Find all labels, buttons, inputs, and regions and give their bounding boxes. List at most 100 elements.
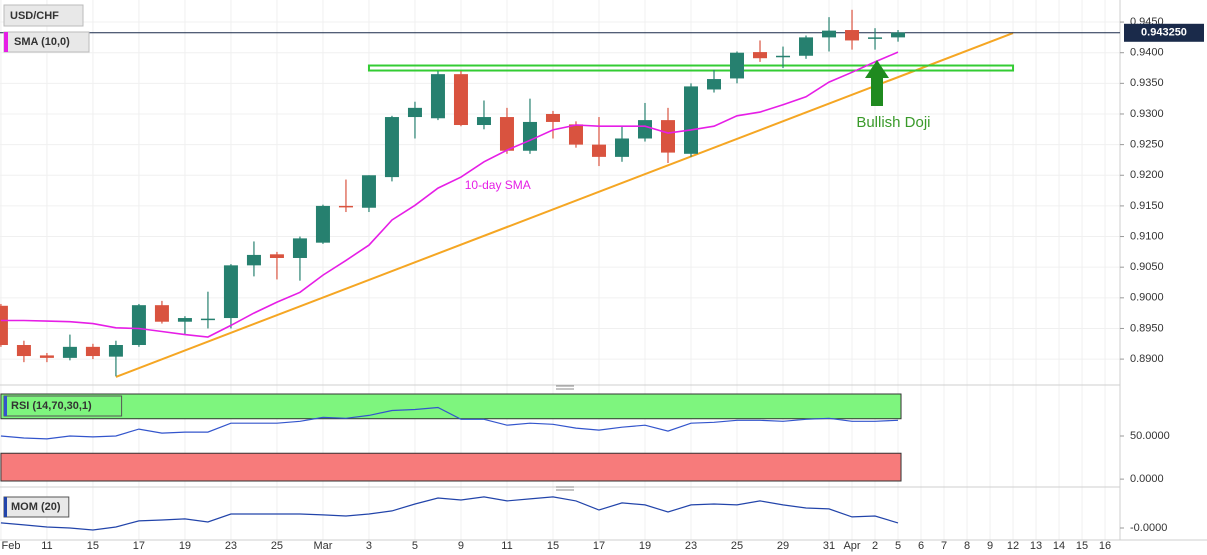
indicator-title: MOM (20) xyxy=(11,501,61,513)
candle-body xyxy=(891,32,906,38)
x-tick-label: 11 xyxy=(501,540,512,552)
legend: USD/CHF SMA (10,0) xyxy=(3,4,90,53)
candle-body xyxy=(868,37,883,39)
x-tick-label: 15 xyxy=(1076,540,1088,552)
y-tick-label: 0.9400 xyxy=(1130,47,1164,59)
legend-entry: SMA (10,0) xyxy=(14,36,70,48)
candle-body xyxy=(568,124,583,145)
candle-body xyxy=(707,79,722,90)
candle-body xyxy=(430,74,445,119)
candle-body xyxy=(684,86,699,154)
y-tick-label: 0.9000 xyxy=(1130,292,1164,304)
legend-box xyxy=(3,4,84,27)
x-tick-label: 15 xyxy=(547,540,559,552)
x-tick-label: 12 xyxy=(1007,540,1019,552)
x-tick-label: 19 xyxy=(639,540,651,552)
resistance-zone xyxy=(367,64,1015,72)
candle-body xyxy=(499,117,514,151)
trendline xyxy=(115,32,1014,378)
y-tick-label: -0.0000 xyxy=(1130,522,1167,534)
x-tick-label: Mar xyxy=(313,540,332,552)
x-tick-label: 9 xyxy=(458,540,464,552)
x-tick-label: 14 xyxy=(1053,540,1065,552)
candle-body xyxy=(545,113,560,122)
candle-body xyxy=(62,346,77,358)
indicator-swatch xyxy=(4,396,7,416)
candle-body xyxy=(637,120,652,139)
candle-body xyxy=(591,144,606,157)
x-tick-label: 19 xyxy=(179,540,191,552)
candle-body xyxy=(660,120,675,153)
x-tick-label: 2 xyxy=(872,540,878,552)
x-tick-label: 17 xyxy=(593,540,605,552)
x-tick-label: 3 xyxy=(366,540,372,552)
y-tick-label: 0.9250 xyxy=(1130,139,1164,151)
candle-body xyxy=(246,254,261,266)
legend-swatch xyxy=(4,32,8,52)
x-tick-label: 25 xyxy=(731,540,743,552)
candle-body xyxy=(154,305,169,322)
last-price-box xyxy=(1124,23,1204,42)
x-tick-label: 29 xyxy=(777,540,789,552)
candle-body xyxy=(292,238,307,258)
y-tick-label: 0.9200 xyxy=(1130,169,1164,181)
candle-body xyxy=(476,117,491,126)
y-tick-label: 0.0000 xyxy=(1130,473,1164,485)
indicator-line xyxy=(0,406,899,440)
x-tick-label: 31 xyxy=(823,540,835,552)
x-tick-label: 5 xyxy=(412,540,418,552)
x-tick-label: 16 xyxy=(1099,540,1111,552)
oversold-band xyxy=(0,452,902,482)
x-tick-label: 15 xyxy=(87,540,99,552)
y-tick-label: 0.8900 xyxy=(1130,353,1164,365)
candle-body xyxy=(799,37,814,56)
y-tick-label: 0.9350 xyxy=(1130,77,1164,89)
candle-body xyxy=(200,318,215,321)
x-tick-label: 13 xyxy=(1030,540,1042,552)
x-tick-label: 9 xyxy=(987,540,993,552)
annotation: Bullish Doji xyxy=(856,114,930,131)
annotation: 10-day SMA xyxy=(465,178,531,192)
candle-body xyxy=(453,74,468,126)
y-tick-label: 0.9050 xyxy=(1130,261,1164,273)
candle-body xyxy=(16,345,31,357)
candle-body xyxy=(39,355,54,358)
indicator-line xyxy=(0,496,899,531)
x-tick-label: Feb xyxy=(2,540,21,552)
candle-body xyxy=(0,305,8,346)
x-tick-label: 11 xyxy=(41,540,52,552)
y-tick-label: 0.8950 xyxy=(1130,322,1164,334)
indicator-title: RSI (14,70,30,1) xyxy=(11,400,92,412)
candle-body xyxy=(223,265,238,319)
y-tick-label: 0.9300 xyxy=(1130,108,1164,120)
last-price-label: 0.943250 xyxy=(1141,27,1187,39)
candle-body xyxy=(85,346,100,357)
y-tick-label: 50.0000 xyxy=(1130,430,1170,442)
y-tick-label: 0.9150 xyxy=(1130,200,1164,212)
candle-body xyxy=(315,205,330,243)
candle-body xyxy=(822,30,837,38)
candle-body xyxy=(776,55,791,58)
plot: Feb 11 15 17 19 23 25 Mar 3 5 9 11 15 17 19 23 25 29 31 Apr… xyxy=(0,9,1204,552)
candle-body xyxy=(361,175,376,208)
candle-body xyxy=(753,52,768,59)
y-tick-label: 0.9100 xyxy=(1130,230,1164,242)
candle-body xyxy=(108,345,123,357)
candle-body xyxy=(522,121,537,151)
grid xyxy=(0,0,1120,540)
x-tick-label: 5 xyxy=(895,540,901,552)
x-tick-label: 17 xyxy=(133,540,145,552)
candle-body xyxy=(384,117,399,178)
candle-body xyxy=(177,318,192,322)
candle-body xyxy=(407,107,422,118)
x-tick-label: Apr xyxy=(843,540,860,552)
x-tick-label: 23 xyxy=(225,540,237,552)
x-tick-label: 6 xyxy=(918,540,924,552)
candle-body xyxy=(730,52,745,79)
candle-body xyxy=(269,254,284,258)
x-tick-label: 23 xyxy=(685,540,697,552)
doji-arrow xyxy=(865,60,889,106)
overbought-band xyxy=(0,393,902,420)
candle-body xyxy=(845,30,860,41)
